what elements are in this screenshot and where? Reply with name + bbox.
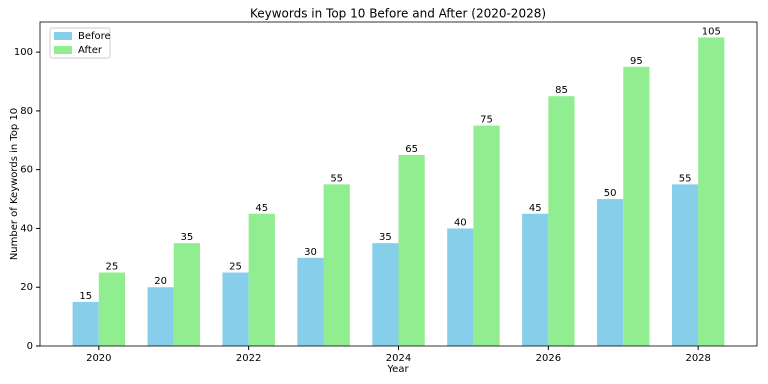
legend-label: After [78, 45, 103, 56]
value-label: 30 [304, 247, 317, 258]
bar [222, 272, 249, 346]
value-label: 55 [330, 173, 343, 184]
x-axis-label: Year [386, 364, 409, 375]
y-tick-label: 80 [20, 106, 33, 117]
y-tick-label: 0 [27, 341, 33, 352]
legend-label: Before [78, 31, 111, 42]
y-axis-label: Number of Keywords in Top 10 [9, 108, 20, 260]
bar [698, 37, 725, 347]
x-tick-label: 2024 [386, 353, 411, 364]
legend-swatch [54, 46, 72, 54]
y-tick-label: 20 [20, 282, 33, 293]
bar [473, 125, 500, 347]
bar [597, 199, 624, 346]
value-label: 85 [555, 85, 568, 96]
bar [623, 66, 650, 346]
bar [522, 213, 549, 346]
value-label: 105 [702, 26, 721, 37]
y-tick-label: 60 [20, 165, 33, 176]
chart-title: Keywords in Top 10 Before and After (202… [250, 7, 546, 21]
value-label: 25 [229, 262, 242, 273]
value-label: 20 [154, 276, 167, 287]
value-label: 35 [379, 232, 392, 243]
value-label: 35 [180, 232, 193, 243]
bar [323, 184, 350, 346]
bar [671, 184, 699, 346]
value-label: 65 [405, 144, 418, 155]
bar [297, 257, 324, 346]
x-tick-label: 2022 [236, 353, 261, 364]
bar [173, 243, 200, 346]
value-label: 95 [630, 56, 643, 67]
bar [398, 154, 425, 346]
value-label: 75 [480, 115, 493, 126]
bar [372, 243, 399, 346]
y-tick-label: 100 [14, 47, 33, 58]
value-label: 45 [529, 203, 542, 214]
bar [98, 272, 126, 346]
bar [548, 96, 575, 347]
value-label: 45 [255, 203, 268, 214]
bar [72, 301, 99, 346]
bar [147, 287, 174, 346]
value-label: 25 [106, 262, 119, 273]
legend-swatch [54, 32, 72, 40]
value-label: 15 [79, 291, 92, 302]
value-label: 55 [679, 173, 692, 184]
bar [447, 228, 474, 346]
x-tick-label: 2020 [86, 353, 111, 364]
value-label: 40 [454, 217, 467, 228]
y-tick-label: 40 [20, 223, 33, 234]
x-tick-label: 2028 [685, 353, 710, 364]
x-tick-label: 2026 [536, 353, 561, 364]
bar [248, 213, 275, 346]
value-label: 50 [604, 188, 617, 199]
